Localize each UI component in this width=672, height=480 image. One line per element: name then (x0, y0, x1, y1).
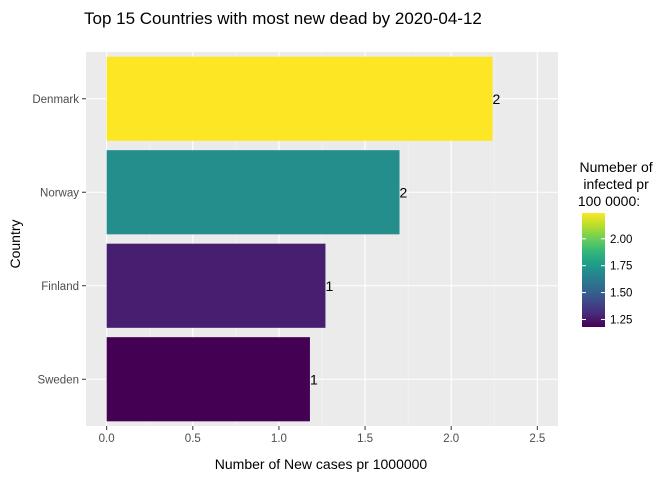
data-label-finland: 1 (325, 278, 333, 294)
legend-tick-label: 1.50 (610, 288, 632, 300)
bar-finland (106, 243, 326, 328)
legend-title-line-3: 100 0000: (578, 193, 640, 209)
bar-norway (106, 150, 400, 235)
x-tick-label: 0.5 (185, 433, 201, 445)
data-label-denmark: 2 (493, 91, 501, 107)
x-axis: 0.0 0.5 1.0 1.5 2.0 2.5 (99, 426, 545, 445)
legend-tick-label: 1.75 (610, 261, 632, 273)
legend-ticks: 1.25 1.50 1.75 2.00 (582, 234, 632, 326)
x-axis-title: Number of New cases pr 1000000 (215, 456, 428, 472)
data-label-sweden: 1 (310, 371, 318, 387)
bar-sweden (106, 337, 310, 422)
data-labels: 2 2 1 1 (310, 91, 501, 388)
x-tick-label: 2.0 (443, 433, 459, 445)
chart-title: Top 15 Countries with most new dead by 2… (84, 9, 482, 28)
colorbar (582, 213, 605, 327)
y-tick-label: Norway (40, 187, 79, 199)
bar-denmark (106, 56, 493, 141)
y-tick-label: Sweden (37, 374, 79, 386)
x-tick-label: 0.0 (99, 433, 115, 445)
x-tick-label: 1.0 (271, 433, 287, 445)
legend-title: Numeber of infected pr 100 0000: (578, 159, 657, 209)
data-label-norway: 2 (400, 184, 408, 200)
y-tick-label: Denmark (32, 94, 79, 106)
legend-tick-label: 2.00 (610, 234, 632, 246)
legend: Numeber of infected pr 100 0000: 1.25 1.5… (578, 159, 657, 327)
y-axis: Denmark Norway Finland Sweden (32, 94, 86, 386)
legend-tick-label: 1.25 (610, 314, 632, 326)
y-tick-label: Finland (41, 281, 79, 293)
y-axis-title: Country (7, 219, 23, 268)
x-tick-label: 2.5 (529, 433, 545, 445)
x-tick-label: 1.5 (357, 433, 373, 445)
bars (106, 56, 493, 422)
legend-title-line-1: Numeber of (579, 159, 652, 175)
legend-title-line-2: infected pr (583, 176, 649, 192)
